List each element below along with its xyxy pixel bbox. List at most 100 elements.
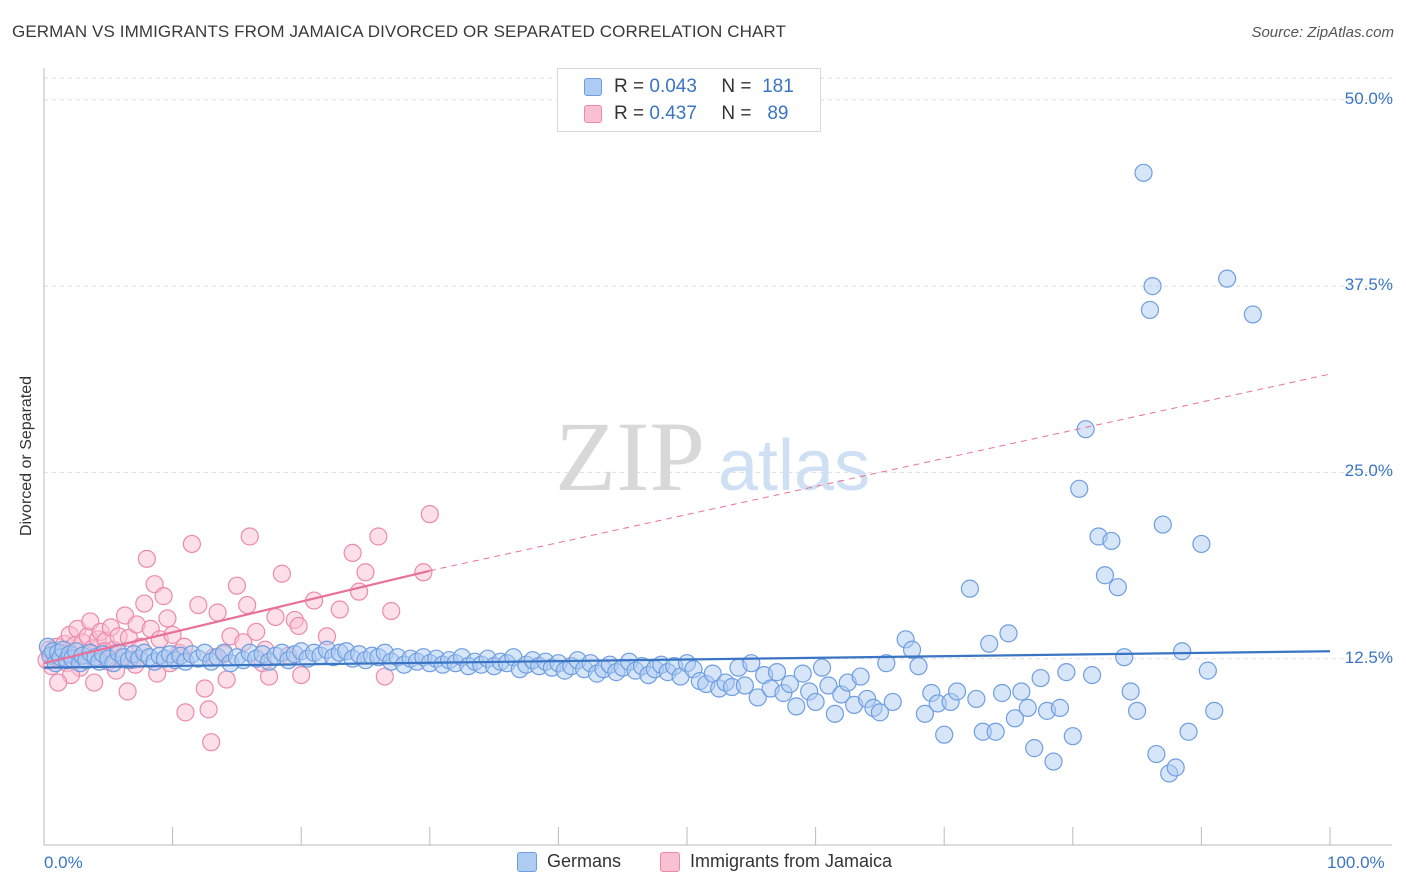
data-point-germans <box>1115 648 1134 667</box>
data-point-germans <box>1025 739 1044 758</box>
data-point-germans <box>877 654 896 673</box>
bottom-legend-label: Immigrants from Jamaica <box>690 851 893 871</box>
data-point-jamaica <box>182 534 201 554</box>
data-point-jamaica <box>176 703 195 722</box>
legend-r-value: 0.437 <box>649 103 697 124</box>
data-point-germans <box>1192 534 1211 554</box>
data-point-jamaica <box>343 543 362 562</box>
data-point-germans <box>960 579 980 598</box>
data-point-jamaica <box>369 527 388 546</box>
data-point-jamaica <box>356 563 375 582</box>
data-point-germans <box>1108 578 1127 597</box>
axes <box>43 68 1392 846</box>
data-point-jamaica <box>85 673 104 692</box>
legend-row-jamaica: R = 0.437 N = 89 <box>584 102 788 126</box>
data-point-germans <box>806 692 825 712</box>
legend-row-germans: R = 0.043 N = 181 <box>584 75 794 99</box>
data-point-germans <box>1018 698 1037 717</box>
data-point-germans <box>787 697 806 716</box>
data-point-jamaica <box>240 527 259 546</box>
data-point-germans <box>1031 668 1050 688</box>
data-point-germans <box>1050 698 1070 717</box>
legend-n-label: N = <box>721 76 752 97</box>
trend-lines <box>43 373 1331 669</box>
y-tick-label: 25.0% <box>1344 461 1393 481</box>
data-point-germans <box>1166 758 1185 777</box>
data-point-germans <box>1140 300 1160 320</box>
data-point-jamaica <box>199 700 218 719</box>
data-point-germans <box>902 640 922 659</box>
source-label: Source: ZipAtlas.com <box>1251 24 1394 41</box>
legend-n-label: N = <box>721 103 752 124</box>
data-point-germans <box>1082 665 1102 685</box>
watermark-atlas: atlas <box>718 426 870 506</box>
data-point-jamaica <box>49 673 68 692</box>
trend-line-jamaica <box>43 569 431 665</box>
data-point-jamaica <box>208 603 227 622</box>
data-point-germans <box>1127 701 1147 720</box>
data-point-germans <box>1095 566 1115 585</box>
legend-r-label: R = <box>614 103 645 124</box>
data-point-germans <box>947 682 967 701</box>
data-point-germans <box>767 663 787 682</box>
data-point-jamaica <box>382 601 401 621</box>
x-tick-label-max: 100.0% <box>1327 853 1385 872</box>
data-point-germans <box>1153 515 1172 534</box>
data-point-jamaica <box>272 564 292 583</box>
data-point-jamaica <box>189 595 208 615</box>
data-point-jamaica <box>289 616 308 636</box>
data-point-germans <box>793 664 812 683</box>
data-point-germans <box>967 689 986 709</box>
data-point-jamaica <box>330 600 349 619</box>
series-germans-points <box>38 163 1262 783</box>
data-point-jamaica <box>154 587 173 606</box>
data-point-germans <box>735 676 754 695</box>
data-point-germans <box>1057 663 1076 682</box>
y-tick-label: 50.0% <box>1344 88 1393 108</box>
bottom-legend-label: Germans <box>547 851 622 871</box>
data-point-germans <box>1218 269 1237 288</box>
data-point-germans <box>1134 163 1153 182</box>
data-point-germans <box>1173 642 1192 661</box>
data-point-germans <box>935 725 954 744</box>
y-axis-label: Divorced or Separated <box>18 375 35 537</box>
data-point-jamaica <box>292 665 311 685</box>
y-tick-label: 12.5% <box>1344 647 1393 667</box>
data-point-germans <box>825 704 844 723</box>
data-point-germans <box>1205 701 1224 720</box>
data-point-jamaica <box>420 505 439 524</box>
legend-n-value: 181 <box>762 76 794 97</box>
data-point-jamaica <box>217 670 236 689</box>
trend-line-germans <box>43 650 1331 669</box>
bottom-legend-germans: Germans <box>517 851 621 872</box>
data-point-germans <box>819 676 838 695</box>
data-point-germans <box>1005 709 1025 728</box>
chart-title: GERMAN VS IMMIGRANTS FROM JAMAICA DIVORC… <box>12 22 786 41</box>
grid-lines <box>44 77 1392 660</box>
data-point-germans <box>1198 661 1217 680</box>
data-point-germans <box>851 667 870 686</box>
bottom-legend-swatch-pink <box>660 851 680 872</box>
data-point-germans <box>1063 727 1082 746</box>
bottom-legend-swatch-blue <box>517 851 537 872</box>
data-point-jamaica <box>227 576 246 595</box>
data-point-germans <box>992 683 1012 703</box>
data-point-jamaica <box>195 679 214 698</box>
data-point-germans <box>1070 479 1089 498</box>
x-tick-label-min: 0.0% <box>44 853 83 872</box>
data-point-jamaica <box>202 733 221 752</box>
data-point-jamaica <box>266 607 285 627</box>
data-point-germans <box>1044 752 1063 771</box>
data-point-germans <box>742 654 761 673</box>
data-point-germans <box>999 624 1018 643</box>
data-point-germans <box>986 722 1005 741</box>
data-point-germans <box>1179 722 1198 741</box>
legend: R = 0.043 N = 181 R = 0.437 N = 89 <box>557 68 821 132</box>
legend-r-label: R = <box>614 76 645 97</box>
legend-r-value: 0.043 <box>649 76 697 97</box>
data-point-germans <box>980 634 999 653</box>
data-point-germans <box>883 692 902 712</box>
data-point-germans <box>1143 277 1162 296</box>
data-point-germans <box>1243 305 1262 324</box>
